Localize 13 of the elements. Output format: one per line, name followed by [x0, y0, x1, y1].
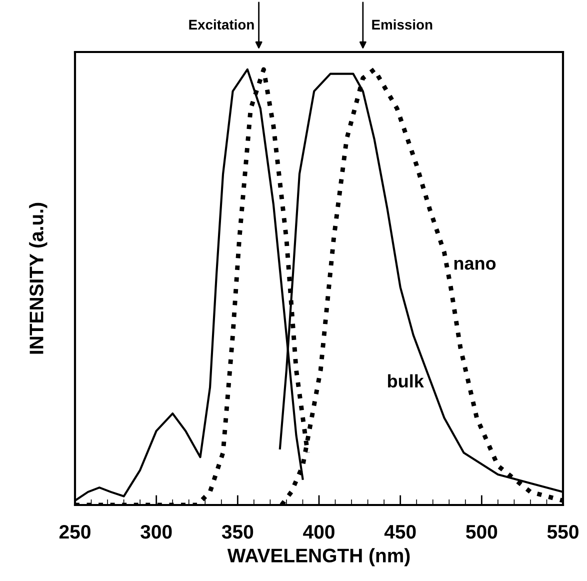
- x-tick-label: 500: [466, 524, 498, 539]
- annotation: Excitation: [189, 19, 254, 30]
- x-tick-label: 350: [222, 524, 254, 539]
- x-tick-label: 300: [140, 524, 172, 539]
- x-tick-label: 250: [59, 524, 90, 539]
- annotation: Emission: [372, 19, 432, 30]
- x-tick-label: 450: [384, 524, 416, 539]
- x-tick-label: 550: [547, 524, 578, 539]
- y-axis-title: INTENSITY (a.u.): [29, 202, 48, 354]
- x-tick-label: 400: [303, 524, 334, 539]
- x-axis-title: WAVELENGTH (nm): [227, 548, 410, 566]
- series-label: bulk: [388, 374, 424, 388]
- series-label: nano: [454, 260, 496, 270]
